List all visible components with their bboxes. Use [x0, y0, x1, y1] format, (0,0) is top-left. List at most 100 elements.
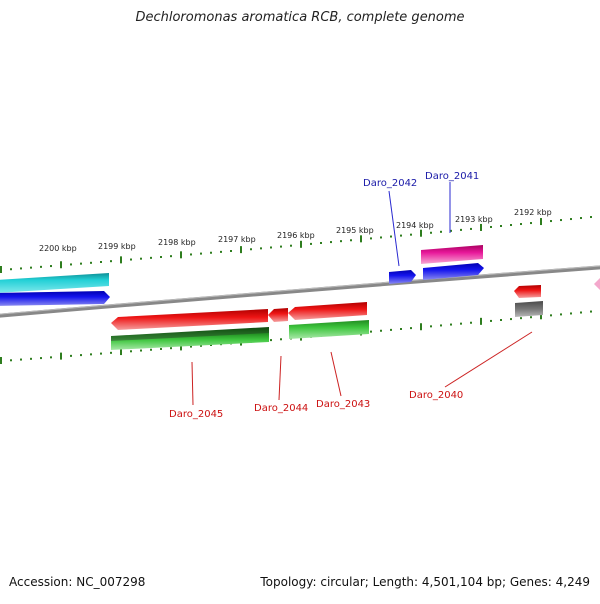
gene-daro-2040-gray[interactable] [515, 301, 543, 317]
lower-scale-minor-tick [100, 352, 102, 355]
scale-label-2197: 2197 kbp [218, 235, 256, 244]
lower-scale-minor-tick [400, 328, 402, 330]
lower-scale-minor-tick [500, 319, 502, 321]
upper-scale-major-tick [60, 261, 62, 269]
gene-daro-2041-magenta[interactable] [421, 245, 483, 264]
upper-scale-minor-tick [470, 227, 472, 230]
lower-scale-minor-tick [380, 329, 382, 332]
lower-scale-minor-tick [520, 317, 522, 320]
upper-scale-minor-tick [40, 265, 42, 268]
lower-scale-minor-tick [170, 347, 172, 350]
gene-daro-2044-red[interactable] [268, 308, 288, 322]
gene-label-daro-2040[interactable]: Daro_2040 [409, 390, 463, 401]
upper-scale-minor-tick [160, 256, 162, 259]
lower-scale-minor-tick [110, 351, 112, 354]
upper-scale-minor-tick [570, 218, 572, 221]
lower-scale-major-tick [60, 352, 62, 360]
scale-label-2192: 2192 kbp [514, 208, 552, 217]
leader-line-daro-2044 [278, 355, 282, 401]
gene-label-daro-2044[interactable]: Daro_2044 [254, 403, 308, 414]
gene-daro-2043-green[interactable] [289, 320, 369, 339]
upper-scale-minor-tick [440, 230, 442, 233]
lower-scale-minor-tick [270, 339, 272, 342]
upper-scale-minor-tick [370, 237, 372, 240]
gene-blue-left[interactable] [0, 291, 110, 306]
upper-scale-minor-tick [430, 231, 432, 234]
lower-scale-minor-tick [150, 348, 152, 351]
page-title: Dechloromonas aromatica RCB, complete ge… [135, 10, 465, 25]
lower-scale-major-tick [0, 357, 2, 364]
upper-scale-minor-tick [20, 267, 22, 270]
upper-scale-minor-tick [170, 255, 172, 258]
lower-scale-minor-tick [450, 323, 452, 326]
upper-scale-minor-tick [320, 241, 322, 244]
upper-scale-major-tick [120, 256, 122, 264]
gene-daro-2045-green[interactable] [111, 333, 269, 350]
scale-label-2195: 2195 kbp [336, 226, 374, 235]
upper-scale-minor-tick [410, 233, 412, 236]
upper-scale-minor-tick [130, 258, 132, 261]
lower-scale-minor-tick [410, 327, 412, 330]
upper-scale-minor-tick [310, 242, 312, 245]
upper-scale-minor-tick [290, 244, 292, 247]
lower-scale-minor-tick [10, 359, 12, 362]
lower-scale-minor-tick [510, 318, 512, 321]
upper-scale-minor-tick [80, 262, 82, 265]
lower-scale-minor-tick [470, 321, 472, 324]
leader-line-daro-2043 [330, 351, 342, 397]
lower-scale-major-tick [420, 323, 422, 331]
lower-scale-minor-tick [560, 313, 562, 316]
lower-scale-minor-tick [190, 345, 192, 348]
lower-scale-major-tick [540, 312, 542, 320]
lower-scale-minor-tick [430, 325, 432, 328]
upper-scale-minor-tick [200, 252, 202, 255]
upper-scale-major-tick [480, 223, 482, 231]
upper-scale-minor-tick [190, 253, 192, 256]
upper-scale-minor-tick [230, 250, 232, 253]
upper-scale-minor-tick [50, 265, 52, 268]
scale-label-2199: 2199 kbp [98, 242, 136, 251]
genome-summary-text: Topology: circular; Length: 4,501,104 bp… [260, 575, 590, 589]
upper-scale-minor-tick [510, 224, 512, 227]
upper-scale-minor-tick [530, 222, 532, 225]
upper-scale-minor-tick [490, 225, 492, 228]
lower-scale-major-tick [480, 317, 482, 325]
lower-scale-minor-tick [70, 354, 72, 357]
gene-blue-right[interactable] [423, 263, 484, 280]
upper-scale-minor-tick [380, 236, 382, 239]
upper-scale-minor-tick [550, 220, 552, 223]
lower-scale-minor-tick [130, 350, 132, 353]
upper-scale-minor-tick [560, 219, 562, 222]
gene-label-daro-2043[interactable]: Daro_2043 [316, 399, 370, 410]
lower-scale-minor-tick [460, 322, 462, 325]
upper-scale-minor-tick [450, 229, 452, 232]
gene-daro-2045-red[interactable] [111, 309, 268, 330]
lower-scale-minor-tick [160, 347, 162, 350]
upper-scale-minor-tick [100, 261, 102, 263]
scale-label-2193: 2193 kbp [455, 215, 493, 224]
lower-scale-minor-tick [40, 357, 42, 360]
gene-cyan-left[interactable] [0, 273, 109, 293]
upper-scale-minor-tick [110, 260, 112, 263]
lower-scale-minor-tick [570, 312, 572, 315]
lower-scale-minor-tick [210, 343, 212, 346]
gene-pink-far-right[interactable] [594, 278, 600, 290]
upper-scale-minor-tick [90, 261, 92, 264]
accession-text: Accession: NC_007298 [9, 575, 146, 589]
upper-scale-minor-tick [520, 223, 522, 226]
lower-scale-minor-tick [50, 356, 52, 359]
gene-daro-2040-red[interactable] [514, 285, 541, 298]
gene-daro-2042-blue[interactable] [389, 270, 416, 284]
leader-line-daro-2042 [388, 190, 400, 267]
gene-label-daro-2045[interactable]: Daro_2045 [169, 409, 223, 420]
gene-label-daro-2041[interactable]: Daro_2041 [425, 171, 479, 182]
leader-line-daro-2040 [444, 331, 533, 388]
gene-daro-2043-red[interactable] [288, 302, 367, 320]
upper-scale-minor-tick [400, 234, 402, 237]
leader-line-daro-2045 [191, 361, 194, 406]
lower-scale-minor-tick [80, 354, 82, 357]
upper-scale-major-tick [180, 251, 182, 259]
gene-label-daro-2042[interactable]: Daro_2042 [363, 178, 417, 189]
lower-scale-minor-tick [20, 358, 22, 361]
